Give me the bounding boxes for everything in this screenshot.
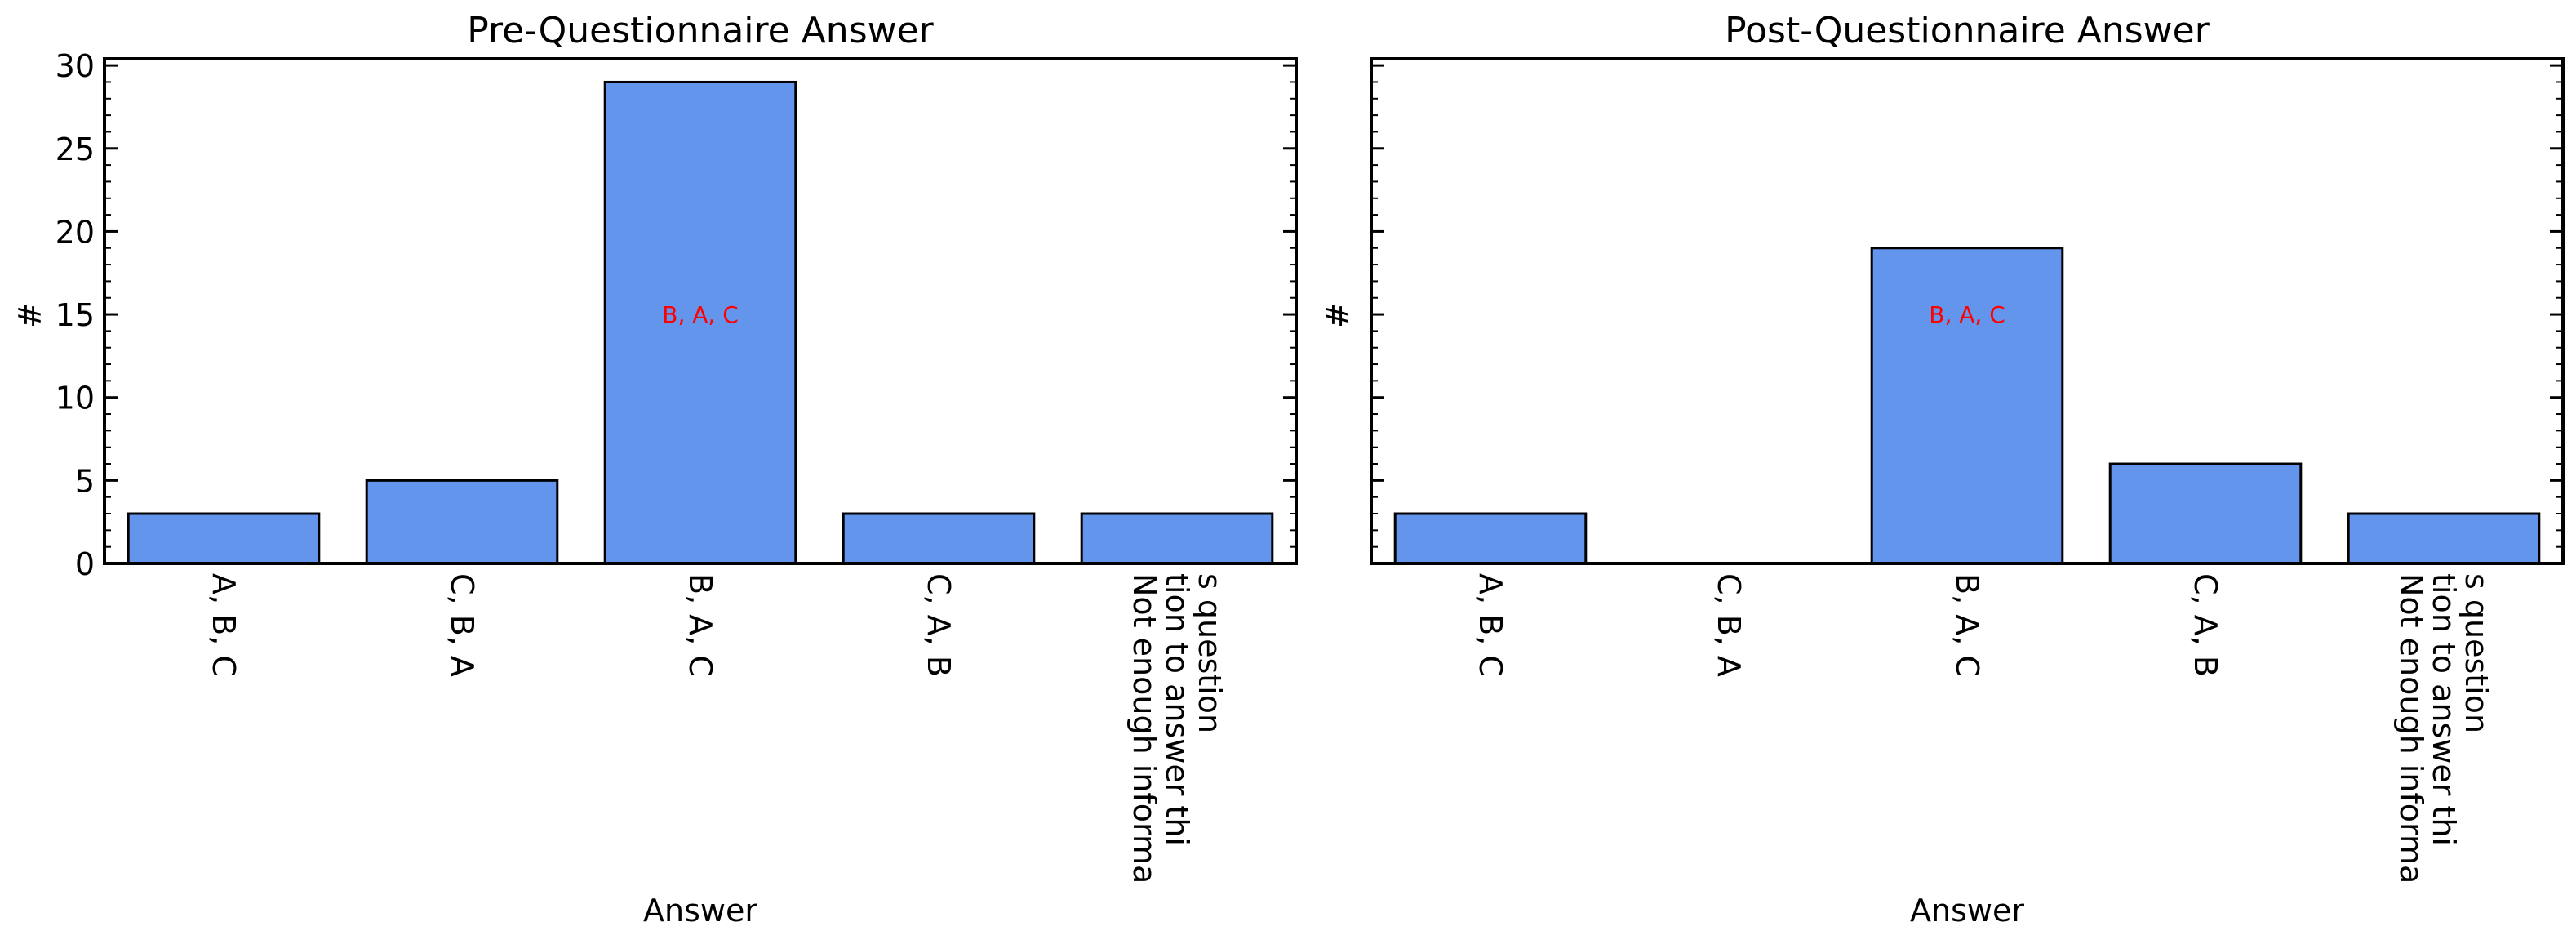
- x-tick-label: C, B, A: [1711, 573, 1747, 677]
- plot-frame: [103, 57, 1298, 565]
- x-tick-label: C, A, B: [2187, 573, 2223, 677]
- bar-4: [2108, 462, 2303, 565]
- bar-annotation: B, A, C: [1929, 301, 2005, 328]
- bar-3: [603, 80, 797, 565]
- y-tick-label: 0: [75, 546, 95, 582]
- y-tick-label: 10: [56, 381, 95, 416]
- bar-1: [1393, 512, 1588, 565]
- bar-5: [1080, 512, 1274, 565]
- pre-questionnaire-chart: Pre-Questionnaire Answer # Answer 0 5 10 15…: [12, 10, 1298, 928]
- bar-annotation: B, A, C: [662, 301, 739, 328]
- chart-title: Pre-Questionnaire Answer: [467, 10, 934, 51]
- x-tick-label: A, B, C: [1472, 573, 1508, 677]
- y-tick-label: 30: [56, 48, 95, 84]
- y-axis-label: #: [1320, 302, 1356, 328]
- x-tick-label: C, B, A: [444, 573, 480, 677]
- chart-title: Post-Questionnaire Answer: [1725, 10, 2210, 51]
- x-tick-label: B, A, C: [1949, 573, 1985, 677]
- x-axis-label: Answer: [643, 893, 757, 928]
- bar-4: [842, 512, 1036, 565]
- bar-5: [2347, 512, 2541, 565]
- x-tick-label: B, A, C: [682, 573, 718, 677]
- y-axis-label: #: [12, 302, 48, 328]
- y-tick-label: 20: [56, 214, 95, 250]
- y-tick-label: 25: [56, 131, 95, 167]
- x-tick-label: C, A, B: [921, 573, 957, 677]
- x-tick-label: Not enough information to answer this qu…: [2393, 573, 2494, 884]
- post-questionnaire-chart: Post-Questionnaire Answer # Answer A, B,…: [1320, 10, 2565, 928]
- x-tick-label: Not enough information to answer this qu…: [1126, 573, 1228, 884]
- plot-frame: [1370, 57, 2565, 565]
- y-tick-label: 15: [56, 297, 95, 333]
- x-tick-label: A, B, C: [206, 573, 242, 677]
- bar-1: [127, 512, 321, 565]
- x-axis-label: Answer: [1910, 893, 2024, 928]
- y-tick-label: 5: [75, 463, 95, 499]
- bar-3: [1870, 247, 2064, 565]
- bar-2: [365, 479, 559, 565]
